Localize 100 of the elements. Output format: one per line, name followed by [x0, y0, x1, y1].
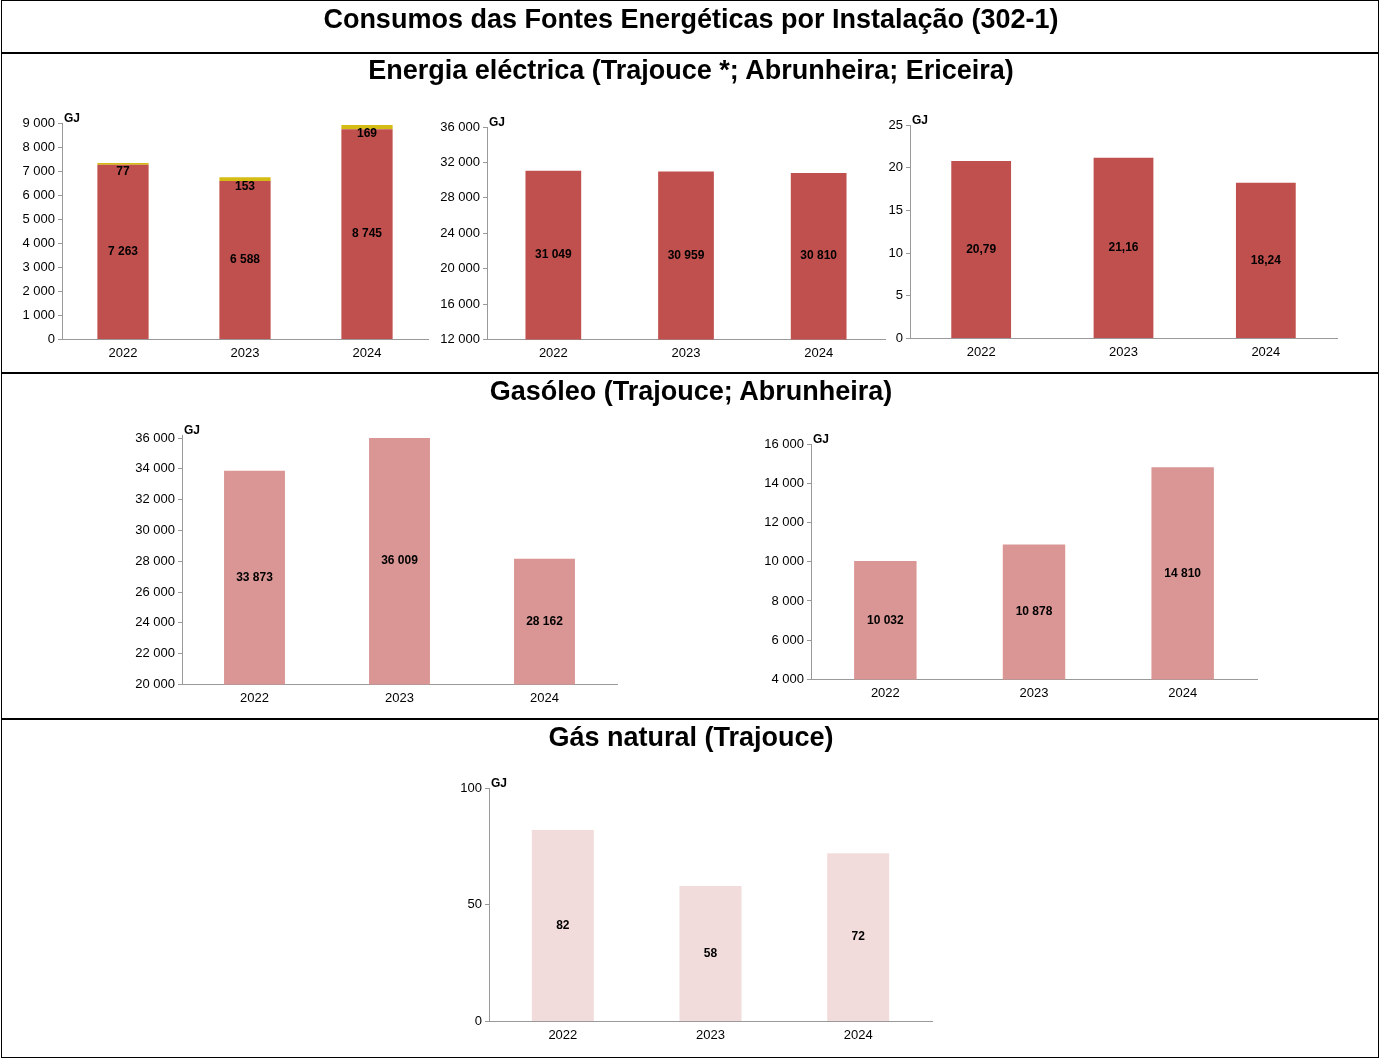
data-label: 77 [116, 164, 130, 179]
y-tick-label: 9 000 [22, 114, 55, 130]
chart-title: Gás natural (Trajouce) [547, 722, 835, 753]
data-label: 30 959 [667, 247, 705, 262]
y-tick-label: 20 000 [135, 675, 175, 691]
x-tick-label: 2024 [1251, 343, 1281, 359]
data-label: 58 [703, 945, 718, 960]
y-tick-label: 20 000 [440, 260, 480, 276]
data-label: 28 162 [526, 613, 564, 628]
text: Gasóleo (Trajouce; Abrunheira) [488, 376, 894, 407]
x-tick-label: 2022 [966, 343, 996, 359]
y-tick-label: 0 [895, 329, 903, 345]
bar [531, 830, 594, 1021]
bar [679, 886, 742, 1021]
y-tick-label: 32 000 [135, 491, 175, 507]
y-tick-label: 12 000 [764, 514, 804, 530]
y-axis-title: GJ [184, 423, 201, 438]
x-tick-label: 2024 [1168, 684, 1198, 700]
data-label: 153 [234, 178, 256, 193]
y-tick-label: 20 [888, 159, 903, 175]
bar [219, 181, 271, 339]
bar [341, 125, 393, 130]
y-tick-label: 10 [888, 244, 903, 260]
data-label: 30 810 [800, 248, 838, 263]
bar [1235, 182, 1296, 338]
data-label: 82 [556, 917, 570, 932]
x-tick-label: 2023 [1109, 343, 1138, 359]
data-label: 72 [851, 929, 866, 944]
chart-title: Consumos das Fontes Energéticas por Instalação (302-1) [322, 4, 1060, 35]
y-tick-label: 3 000 [22, 258, 55, 274]
bar [827, 853, 890, 1021]
y-tick-label: 1 000 [22, 306, 55, 322]
y-tick-label: 50 [467, 896, 482, 912]
bar [219, 177, 271, 181]
x-tick-label: 2023 [385, 689, 414, 705]
y-tick-label: 24 000 [440, 224, 480, 240]
y-tick-label: 6 000 [771, 631, 804, 647]
y-tick-label: 36 000 [135, 429, 175, 445]
x-tick-label: 2022 [108, 344, 138, 360]
data-label: 169 [356, 126, 378, 141]
y-tick-label: 4 000 [771, 670, 804, 686]
y-tick-label: 25 [888, 116, 903, 132]
y-axis-title: GJ [64, 111, 81, 126]
y-tick-label: 100 [460, 779, 482, 795]
bar [951, 160, 1012, 338]
data-label: 10 878 [1015, 604, 1053, 619]
y-tick-label: 32 000 [440, 153, 480, 169]
data-label: 31 049 [534, 247, 573, 262]
chart-subtitle: Energia eléctrica (Trajouce *; Abrunheira; Ericeira) [367, 55, 1015, 86]
data-label: 8 745 [351, 226, 383, 241]
y-tick-label: 4 000 [22, 234, 55, 250]
y-tick-label: 16 000 [440, 295, 480, 311]
y-tick-label: 16 000 [764, 435, 804, 451]
data-label: 7 263 [107, 244, 139, 259]
y-tick-label: 10 000 [764, 553, 804, 569]
x-tick-label: 2022 [548, 1026, 578, 1042]
data-label: 33 873 [236, 569, 274, 584]
data-label: 14 810 [1164, 565, 1202, 580]
x-tick-label: 2022 [870, 684, 900, 700]
y-tick-label: 22 000 [135, 645, 175, 661]
y-tick-label: 36 000 [440, 118, 480, 134]
y-axis-title: GJ [912, 113, 929, 128]
x-tick-label: 2023 [230, 344, 260, 360]
bar [97, 164, 149, 339]
y-tick-label: 14 000 [764, 474, 804, 490]
y-tick-label: 34 000 [135, 460, 175, 476]
data-label: 21,16 [1108, 240, 1139, 255]
data-label: 36 009 [381, 553, 419, 568]
y-tick-label: 8 000 [22, 138, 55, 154]
bar [341, 129, 393, 339]
data-label: 20,79 [966, 241, 997, 256]
y-axis-title: GJ [491, 776, 508, 791]
y-tick-label: 0 [47, 330, 55, 346]
y-tick-label: 5 000 [22, 210, 55, 226]
y-tick-label: 6 000 [22, 186, 55, 202]
x-tick-label: 2024 [804, 344, 834, 360]
y-tick-label: 15 [888, 201, 903, 217]
data-label: 6 588 [229, 252, 261, 267]
x-tick-label: 2023 [1019, 684, 1049, 700]
y-tick-label: 7 000 [22, 162, 55, 178]
y-tick-label: 28 000 [135, 552, 175, 568]
y-tick-label: 26 000 [135, 583, 175, 599]
x-tick-label: 2024 [352, 344, 382, 360]
data-label: 18,24 [1250, 252, 1282, 267]
y-axis-title: GJ [489, 115, 506, 130]
x-tick-label: 2024 [843, 1026, 873, 1042]
data-label: 10 032 [866, 612, 905, 627]
x-tick-label: 2023 [696, 1026, 725, 1042]
y-tick-label: 12 000 [440, 330, 480, 346]
y-tick-label: 5 [895, 287, 903, 303]
y-tick-label: 2 000 [22, 282, 55, 298]
x-tick-label: 2024 [530, 689, 559, 705]
y-tick-label: 0 [474, 1012, 482, 1028]
y-tick-label: 24 000 [135, 614, 175, 630]
x-tick-label: 2023 [671, 344, 701, 360]
bar [1093, 157, 1154, 338]
x-tick-label: 2022 [240, 689, 269, 705]
x-tick-label: 2022 [538, 344, 568, 360]
y-tick-label: 8 000 [771, 592, 804, 608]
y-tick-label: 30 000 [135, 522, 175, 538]
